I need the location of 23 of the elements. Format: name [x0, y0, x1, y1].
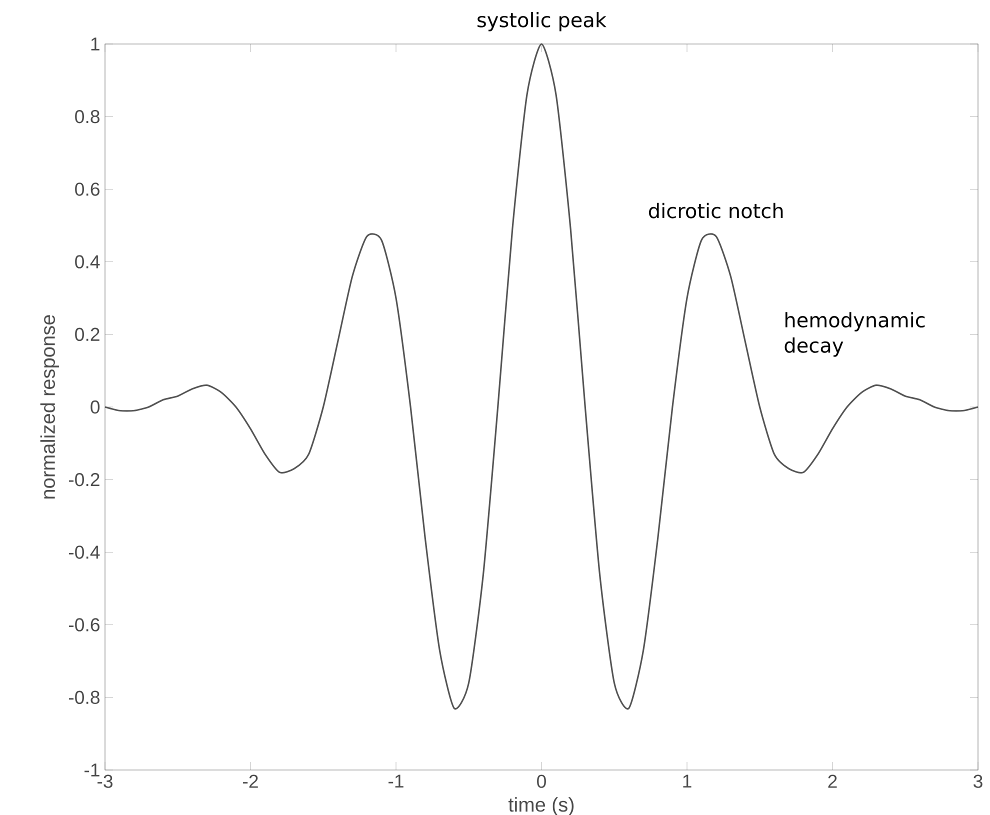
annotation: hemodynamic decay — [784, 312, 925, 357]
x-tick-label: -1 — [388, 774, 404, 788]
y-tick-label: -1 — [84, 764, 100, 776]
y-tick-label: 0.6 — [75, 182, 100, 196]
x-tick-label: 2 — [828, 774, 837, 788]
y-tick-label: -0.2 — [68, 472, 100, 486]
y-tick-label: -0.4 — [68, 546, 100, 559]
y-tick-label: 0.4 — [75, 255, 100, 268]
line-series — [104, 43, 979, 710]
annotation: dicrotic notch — [648, 202, 783, 218]
y-axis-title: normalized response — [40, 315, 59, 499]
x-tick-label: 3 — [974, 774, 982, 788]
x-tick-label: -2 — [243, 774, 258, 788]
y-tick-label: -0.6 — [68, 618, 100, 632]
y-tick-label: 0.8 — [75, 110, 100, 124]
y-tick-label: 0.2 — [75, 328, 100, 342]
annotation: systolic peak — [478, 12, 606, 32]
x-tick-label: 1 — [683, 774, 692, 788]
y-tick-label: 1 — [91, 38, 100, 50]
y-tick-label: -0.8 — [68, 690, 100, 704]
y-tick-label: 0 — [90, 400, 100, 414]
x-tick-label: 0 — [537, 774, 546, 788]
x-tick-label: -3 — [98, 774, 112, 788]
